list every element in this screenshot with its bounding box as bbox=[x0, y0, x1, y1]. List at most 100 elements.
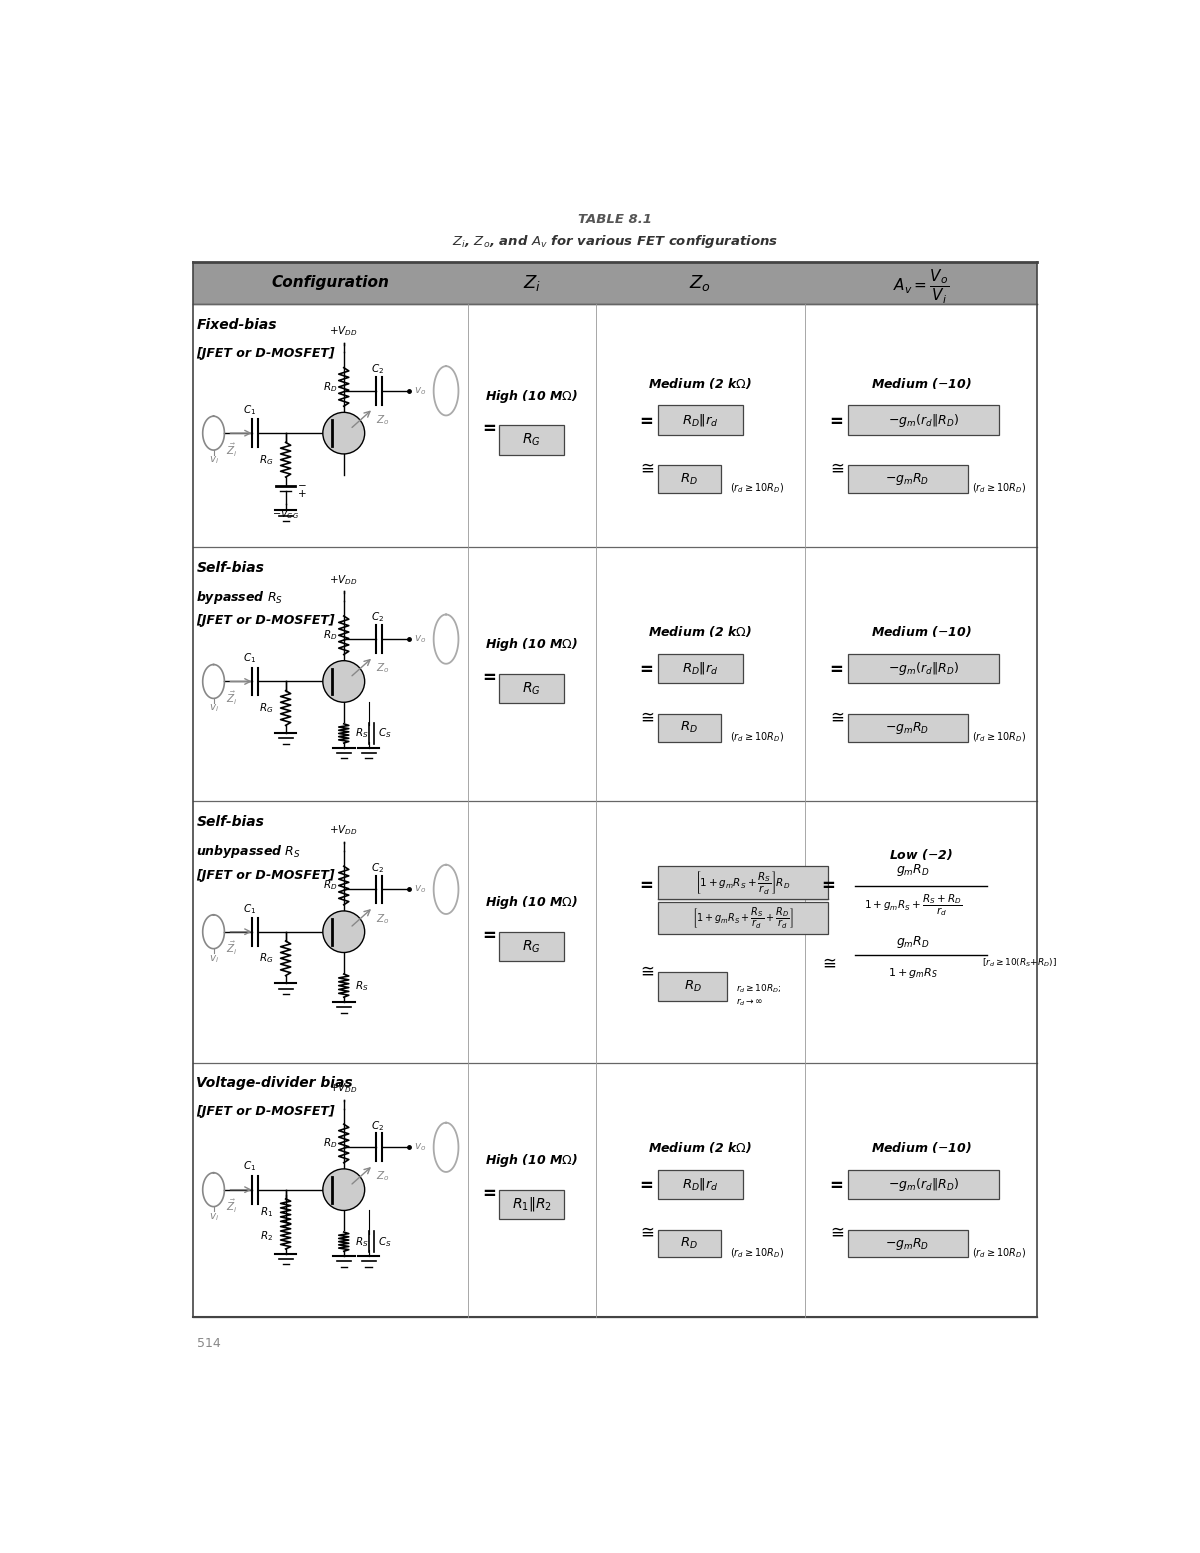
Text: =: = bbox=[640, 662, 653, 679]
Text: $-g_m(r_d \| R_D)$: $-g_m(r_d \| R_D)$ bbox=[888, 1176, 959, 1193]
Text: $+V_{DD}$: $+V_{DD}$ bbox=[330, 1081, 358, 1095]
Text: =: = bbox=[482, 669, 496, 686]
Text: =: = bbox=[640, 413, 653, 430]
Bar bbox=[658, 867, 828, 899]
Text: $(r_d {\geq} 10R_D)$: $(r_d {\geq} 10R_D)$ bbox=[972, 1246, 1026, 1259]
Text: $(r_d {\geq} 10R_D)$: $(r_d {\geq} 10R_D)$ bbox=[972, 481, 1026, 495]
Text: Configuration: Configuration bbox=[271, 275, 389, 290]
Text: $R_D$: $R_D$ bbox=[323, 380, 337, 394]
Text: Medium ($-$10): Medium ($-$10) bbox=[871, 624, 972, 638]
Text: $r_d {\geq} 10R_D;$
$r_d {\rightarrow} \infty$: $r_d {\geq} 10R_D;$ $r_d {\rightarrow} \… bbox=[736, 981, 781, 1008]
Text: $\cong$: $\cong$ bbox=[637, 1224, 655, 1241]
Text: $C_2$: $C_2$ bbox=[371, 610, 384, 624]
Text: unbypassed $R_S$: unbypassed $R_S$ bbox=[197, 843, 301, 860]
Text: $R_G$: $R_G$ bbox=[259, 952, 274, 964]
Text: Medium (2 k$\Omega$): Medium (2 k$\Omega$) bbox=[648, 376, 752, 391]
Text: $R_D$: $R_D$ bbox=[323, 879, 337, 893]
Text: $(r_d {\geq} 10R_D)$: $(r_d {\geq} 10R_D)$ bbox=[730, 481, 784, 495]
Text: $\cong$: $\cong$ bbox=[637, 458, 655, 477]
Text: $R_2$: $R_2$ bbox=[260, 1228, 274, 1242]
Text: $R_S$: $R_S$ bbox=[355, 1235, 368, 1249]
Text: $+$: $+$ bbox=[298, 488, 307, 499]
Text: =: = bbox=[821, 876, 835, 895]
Text: $-$: $-$ bbox=[298, 478, 307, 489]
Bar bbox=[658, 902, 828, 933]
Text: =: = bbox=[829, 1177, 842, 1194]
Text: $1 + g_m R_S$: $1 + g_m R_S$ bbox=[888, 966, 938, 980]
Text: $\cong$: $\cong$ bbox=[827, 707, 845, 725]
Bar bbox=[499, 932, 564, 961]
Text: $\vec{Z_i}$: $\vec{Z_i}$ bbox=[226, 940, 238, 957]
Text: =: = bbox=[640, 876, 653, 895]
Bar bbox=[847, 714, 967, 741]
Text: $[r_d {\geq} 10(R_S{+}R_D)]$: $[r_d {\geq} 10(R_S{+}R_D)]$ bbox=[982, 957, 1057, 969]
Text: =: = bbox=[829, 662, 842, 679]
Text: $\cong$: $\cong$ bbox=[637, 961, 655, 980]
Text: $v_i$: $v_i$ bbox=[209, 954, 220, 964]
Text: $R_D$: $R_D$ bbox=[680, 1236, 698, 1252]
Text: $R_D \| r_d$: $R_D \| r_d$ bbox=[682, 412, 719, 429]
Text: $R_D$: $R_D$ bbox=[684, 978, 702, 994]
Bar bbox=[658, 466, 721, 494]
Text: $R_D$: $R_D$ bbox=[680, 721, 698, 735]
Text: $R_G$: $R_G$ bbox=[522, 432, 541, 449]
Text: $C_2$: $C_2$ bbox=[371, 362, 384, 376]
Bar bbox=[193, 262, 1037, 304]
Circle shape bbox=[323, 912, 365, 952]
Text: $-g_m R_D$: $-g_m R_D$ bbox=[886, 472, 930, 488]
Text: [JFET or D-MOSFET]: [JFET or D-MOSFET] bbox=[197, 868, 335, 882]
Bar bbox=[658, 654, 743, 683]
Text: Self-bias: Self-bias bbox=[197, 561, 264, 575]
Text: $v_i$: $v_i$ bbox=[209, 453, 220, 466]
Text: $\left[1 + g_m R_S + \dfrac{R_S}{r_d}\right]R_D$: $\left[1 + g_m R_S + \dfrac{R_S}{r_d}\ri… bbox=[695, 870, 791, 896]
Text: $-g_m R_D$: $-g_m R_D$ bbox=[886, 1236, 930, 1252]
Text: Voltage-divider bias: Voltage-divider bias bbox=[197, 1076, 353, 1090]
Text: $C_2$: $C_2$ bbox=[371, 860, 384, 874]
Bar bbox=[499, 426, 564, 455]
Bar bbox=[658, 405, 743, 435]
Text: $R_1 \| R_2$: $R_1 \| R_2$ bbox=[511, 1196, 552, 1213]
Bar bbox=[658, 1230, 721, 1258]
Text: $Z_o$: $Z_o$ bbox=[689, 273, 712, 294]
Text: =: = bbox=[640, 1177, 653, 1194]
Text: $g_m R_D$: $g_m R_D$ bbox=[896, 933, 930, 950]
Bar bbox=[499, 674, 564, 704]
Text: [JFET or D-MOSFET]: [JFET or D-MOSFET] bbox=[197, 1106, 335, 1118]
Circle shape bbox=[323, 1169, 365, 1210]
Text: $-g_m(r_d \| R_D)$: $-g_m(r_d \| R_D)$ bbox=[888, 412, 959, 429]
Text: $R_S$: $R_S$ bbox=[355, 978, 368, 992]
Text: $\cong$: $\cong$ bbox=[827, 458, 845, 477]
Text: Self-bias: Self-bias bbox=[197, 815, 264, 829]
Text: $v_o$: $v_o$ bbox=[414, 634, 426, 644]
Text: $R_D$: $R_D$ bbox=[323, 629, 337, 643]
Text: $\cong$: $\cong$ bbox=[827, 1224, 845, 1241]
Text: $(r_d {\geq} 10R_D)$: $(r_d {\geq} 10R_D)$ bbox=[730, 1246, 784, 1259]
Text: $\vec{Z_i}$: $\vec{Z_i}$ bbox=[226, 441, 238, 458]
Text: $Z_o$: $Z_o$ bbox=[377, 912, 390, 926]
Text: $A_v = \dfrac{V_o}{V_i}$: $A_v = \dfrac{V_o}{V_i}$ bbox=[893, 267, 949, 306]
Text: $v_o$: $v_o$ bbox=[414, 884, 426, 895]
Text: High (10 M$\Omega$): High (10 M$\Omega$) bbox=[485, 637, 578, 652]
Text: [JFET or D-MOSFET]: [JFET or D-MOSFET] bbox=[197, 346, 335, 360]
Bar bbox=[658, 1169, 743, 1199]
Text: $(r_d {\geq} 10R_D)$: $(r_d {\geq} 10R_D)$ bbox=[730, 730, 784, 744]
Text: $v_o$: $v_o$ bbox=[414, 385, 426, 396]
Text: High (10 M$\Omega$): High (10 M$\Omega$) bbox=[485, 388, 578, 405]
Text: High (10 M$\Omega$): High (10 M$\Omega$) bbox=[485, 895, 578, 912]
Text: $Z_o$: $Z_o$ bbox=[377, 1169, 390, 1183]
Text: $-g_m(r_d \| R_D)$: $-g_m(r_d \| R_D)$ bbox=[888, 660, 959, 677]
Bar bbox=[847, 1169, 998, 1199]
Text: =: = bbox=[482, 927, 496, 944]
Text: $R_D \| r_d$: $R_D \| r_d$ bbox=[682, 1176, 719, 1193]
Text: $Z_i$, $Z_o$, and $A_v$ for various FET configurations: $Z_i$, $Z_o$, and $A_v$ for various FET … bbox=[452, 233, 778, 250]
Text: $(r_d {\geq} 10R_D)$: $(r_d {\geq} 10R_D)$ bbox=[972, 730, 1026, 744]
Text: $C_1$: $C_1$ bbox=[244, 404, 257, 416]
Bar bbox=[658, 972, 727, 1002]
Text: $g_m R_D$: $g_m R_D$ bbox=[896, 862, 930, 877]
Text: $\vec{Z_i}$: $\vec{Z_i}$ bbox=[226, 1197, 238, 1216]
Text: $v_i$: $v_i$ bbox=[209, 702, 220, 714]
Text: $-g_m R_D$: $-g_m R_D$ bbox=[886, 719, 930, 736]
Text: $\left[1 + g_m R_S + \dfrac{R_S}{r_d} + \dfrac{R_D}{r_d}\right]$: $\left[1 + g_m R_S + \dfrac{R_S}{r_d} + … bbox=[692, 905, 793, 930]
Text: bypassed $R_S$: bypassed $R_S$ bbox=[197, 589, 283, 606]
Bar bbox=[847, 654, 998, 683]
